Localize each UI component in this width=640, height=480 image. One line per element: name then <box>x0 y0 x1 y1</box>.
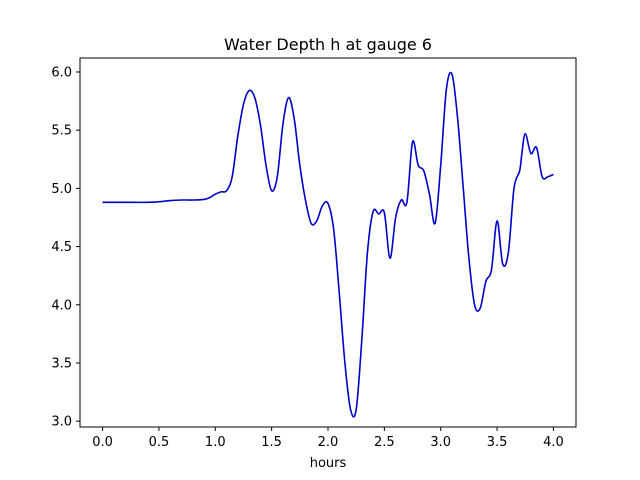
x-tick-label: 3.5 <box>487 435 508 450</box>
x-tick-label: 2.0 <box>318 435 339 450</box>
x-tick-label: 1.0 <box>205 435 226 450</box>
chart-title: Water Depth h at gauge 6 <box>224 35 432 54</box>
plot-frame <box>79 57 577 428</box>
y-tick-label: 5.0 <box>51 182 72 197</box>
x-tick-label: 0.0 <box>92 435 113 450</box>
x-axis-label: hours <box>310 456 347 471</box>
x-tick-label: 4.0 <box>543 435 564 450</box>
y-axis: 3.0 3.5 4.0 4.5 5.0 5.5 6.0 <box>51 65 80 430</box>
y-tick-label: 5.5 <box>51 124 72 139</box>
x-axis: 0.0 0.5 1.0 1.5 2.0 2.5 3.0 3.5 4.0 <box>92 427 564 450</box>
y-tick-label: 3.5 <box>51 356 72 371</box>
y-tick-label: 4.0 <box>51 298 72 313</box>
x-tick-label: 1.5 <box>261 435 282 450</box>
x-tick-label: 2.5 <box>374 435 395 450</box>
y-tick-label: 4.5 <box>51 240 72 255</box>
y-tick-label: 6.0 <box>51 65 72 80</box>
x-tick-label: 3.0 <box>430 435 451 450</box>
series-line <box>102 71 554 418</box>
y-tick-label: 3.0 <box>51 415 72 430</box>
x-tick-label: 0.5 <box>149 435 170 450</box>
